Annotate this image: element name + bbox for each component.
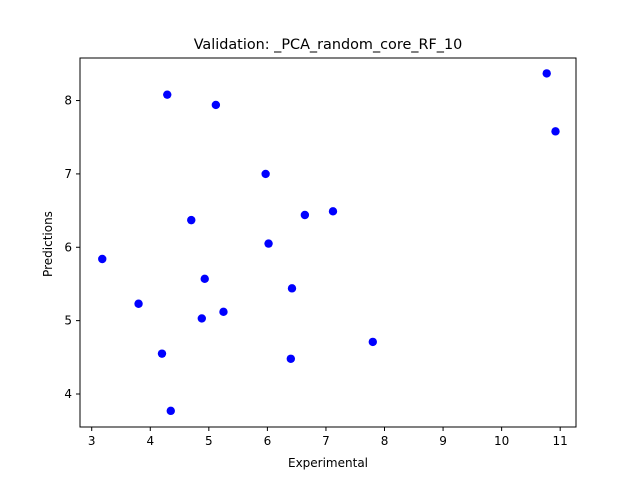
data-point — [134, 299, 143, 308]
y-axis-label: Predictions — [41, 211, 55, 277]
y-tick-label: 6 — [64, 240, 72, 254]
data-point — [98, 254, 107, 264]
plot-area: 3 4 5 6 7 8 9 10 11 4 5 6 7 8 — [64, 57, 577, 448]
x-tick-label: 11 — [553, 434, 568, 448]
x-tick-label: 6 — [264, 434, 272, 448]
data-point — [264, 239, 273, 248]
y-tick-label: 8 — [64, 94, 72, 108]
x-tick-label: 5 — [205, 434, 213, 448]
axes-frame — [79, 57, 577, 428]
data-point — [551, 127, 560, 136]
x-axis-label: Experimental — [288, 456, 368, 470]
chart-title: Validation: _PCA_random_core_RF_10 — [194, 37, 463, 53]
x-tick-label: 9 — [439, 434, 447, 448]
data-point — [328, 207, 338, 216]
y-tick-label: 5 — [64, 314, 72, 328]
data-point — [166, 406, 175, 416]
data-point — [368, 337, 377, 347]
x-tick-label: 7 — [322, 434, 330, 448]
data-point — [219, 307, 228, 317]
data-point — [163, 90, 172, 99]
y-tick-label: 7 — [64, 167, 72, 181]
data-point — [300, 210, 310, 220]
x-tick-label: 10 — [494, 434, 509, 448]
data-point — [200, 274, 209, 284]
data-point — [286, 354, 296, 363]
x-tick-label: 4 — [146, 434, 154, 448]
y-tick-label: 4 — [64, 387, 72, 401]
x-tick-label: 3 — [88, 434, 96, 448]
data-point — [211, 100, 221, 110]
x-tick-label: 8 — [381, 434, 389, 448]
data-point — [261, 169, 270, 179]
data-point — [542, 69, 551, 78]
data-point — [197, 314, 207, 323]
data-point — [187, 215, 196, 225]
data-point — [157, 349, 167, 358]
data-point — [287, 284, 297, 293]
